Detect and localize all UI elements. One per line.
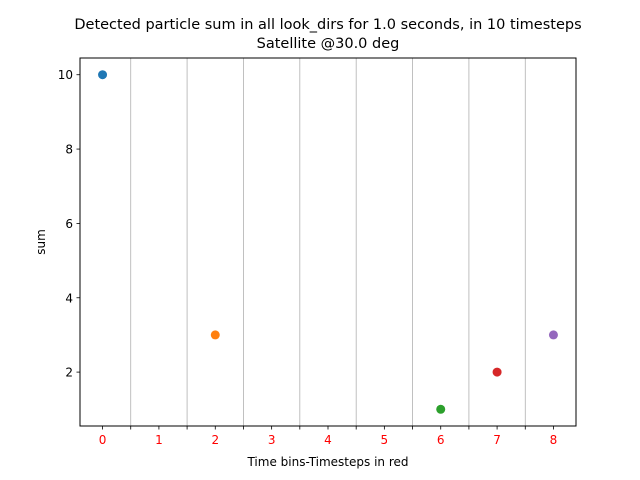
x-tick-label: 3 (268, 433, 276, 447)
x-tick-label: 6 (437, 433, 445, 447)
plot-frame (79, 57, 577, 427)
y-tick-label: 6 (65, 217, 73, 231)
x-tick-label: 5 (381, 433, 389, 447)
y-tick-label: 2 (65, 366, 73, 380)
data-point (436, 404, 446, 414)
x-axis: 0 1 2 3 4 5 6 7 8 (99, 426, 558, 447)
data-point (98, 70, 108, 80)
chart-title-line-2: Satellite @30.0 deg (257, 36, 400, 52)
x-tick-label: 1 (155, 433, 163, 447)
x-axis-label: Time bins-Timesteps in red (246, 455, 408, 469)
x-tick-label: 2 (211, 433, 219, 447)
y-axis-label: sum (34, 229, 48, 255)
y-tick-label: 4 (65, 291, 73, 305)
y-tick-label: 8 (65, 143, 73, 157)
data-points (98, 70, 558, 414)
x-tick-label: 8 (550, 433, 558, 447)
data-point (548, 330, 558, 340)
grid-lines (130, 58, 526, 426)
data-point (210, 330, 220, 340)
x-tick-label: 7 (493, 433, 501, 447)
x-tick-label: 4 (324, 433, 332, 447)
chart-title-line-1: Detected particle sum in all look_dirs f… (74, 17, 581, 33)
data-point (492, 367, 502, 377)
y-tick-label: 10 (58, 68, 73, 82)
x-tick-label: 0 (99, 433, 107, 447)
y-axis: 2 4 6 8 10 (58, 68, 80, 380)
